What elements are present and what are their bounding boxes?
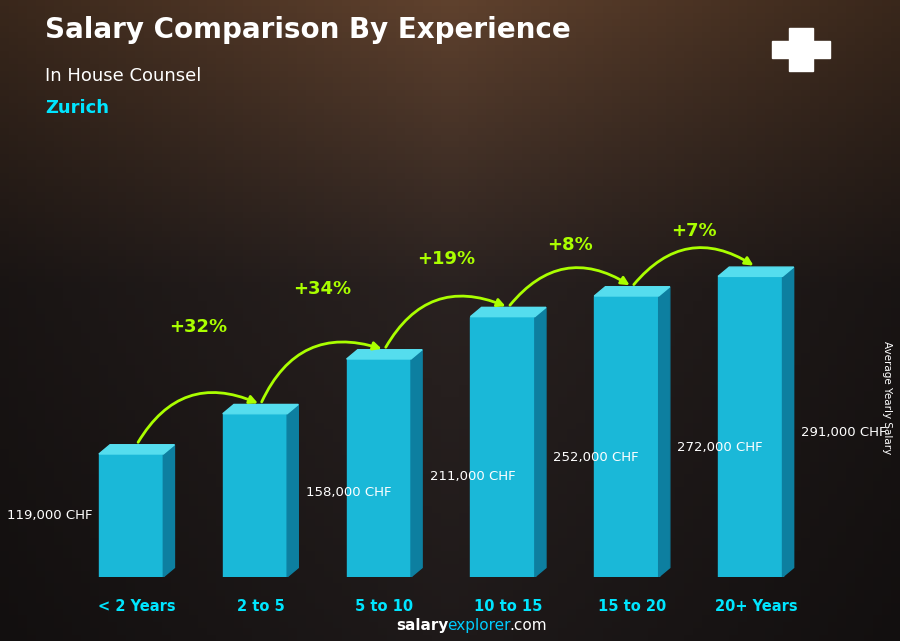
Polygon shape	[535, 308, 546, 577]
Bar	[789, 28, 813, 71]
Polygon shape	[659, 287, 670, 577]
Text: Average Yearly Salary: Average Yearly Salary	[881, 341, 892, 454]
Text: 252,000 CHF: 252,000 CHF	[554, 451, 639, 463]
Bar	[718, 276, 782, 577]
Bar	[223, 413, 287, 577]
Bar	[594, 296, 659, 577]
Text: explorer: explorer	[447, 618, 511, 633]
Bar	[346, 359, 411, 577]
Text: 10 to 15: 10 to 15	[474, 599, 543, 614]
Text: +7%: +7%	[671, 222, 716, 240]
Text: +8%: +8%	[547, 236, 593, 254]
Polygon shape	[223, 404, 298, 413]
Text: 158,000 CHF: 158,000 CHF	[306, 485, 392, 499]
Polygon shape	[718, 267, 794, 276]
Polygon shape	[99, 445, 175, 454]
Text: 5 to 10: 5 to 10	[356, 599, 413, 614]
Text: Zurich: Zurich	[45, 99, 109, 117]
Polygon shape	[594, 287, 670, 296]
Text: .com: .com	[509, 618, 547, 633]
Bar	[471, 317, 535, 577]
Text: +19%: +19%	[418, 251, 475, 269]
Bar	[99, 454, 163, 577]
Text: +34%: +34%	[293, 280, 352, 298]
Text: 272,000 CHF: 272,000 CHF	[677, 441, 763, 454]
Text: salary: salary	[396, 618, 448, 633]
Bar	[772, 41, 830, 58]
Polygon shape	[163, 445, 175, 577]
Polygon shape	[346, 350, 422, 359]
Polygon shape	[782, 267, 794, 577]
Text: Salary Comparison By Experience: Salary Comparison By Experience	[45, 16, 571, 44]
Text: 15 to 20: 15 to 20	[598, 599, 666, 614]
Text: 20+ Years: 20+ Years	[715, 599, 797, 614]
Text: 211,000 CHF: 211,000 CHF	[429, 470, 515, 483]
Text: In House Counsel: In House Counsel	[45, 67, 202, 85]
Text: < 2 Years: < 2 Years	[98, 599, 176, 614]
Text: 2 to 5: 2 to 5	[237, 599, 284, 614]
Text: 119,000 CHF: 119,000 CHF	[7, 509, 93, 522]
Polygon shape	[471, 308, 546, 317]
Text: 291,000 CHF: 291,000 CHF	[801, 426, 886, 439]
Polygon shape	[287, 404, 298, 577]
Text: +32%: +32%	[169, 319, 228, 337]
Polygon shape	[411, 350, 422, 577]
